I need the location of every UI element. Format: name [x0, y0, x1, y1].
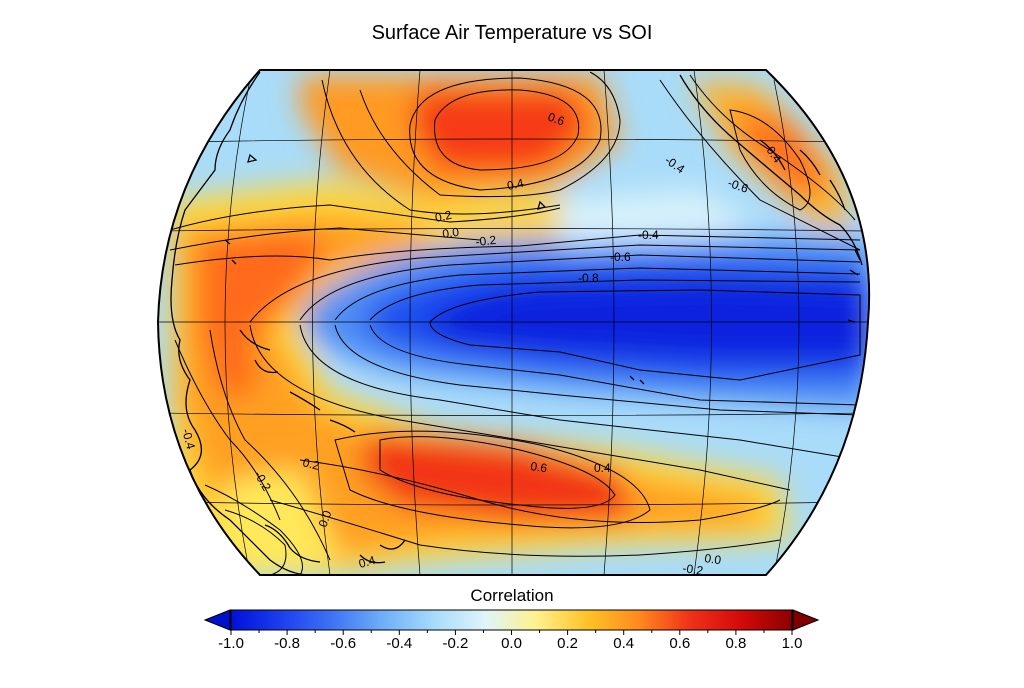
colorbar-tick-label: 0.8 — [725, 635, 746, 652]
contour-label: -0.2 — [682, 561, 705, 578]
coastlines — [170, 71, 863, 575]
graticule — [158, 70, 870, 575]
colorbar-bar — [230, 609, 793, 631]
contour-label: 0.0 — [316, 508, 335, 529]
contour-label: 0.4 — [506, 176, 526, 193]
contour-label: -0.8 — [578, 271, 599, 285]
colorbar-tick-label: -0.6 — [330, 635, 356, 652]
chart-title: Surface Air Temperature vs SOI — [371, 22, 653, 44]
colorbar: -1.0 -0.8 -0.6 -0.4 -0.2 0.0 0.2 0.4 0.6 0.8 1.0 — [203, 609, 820, 652]
contour-label: -0.4 — [179, 427, 198, 451]
map-boundary — [156, 69, 871, 576]
colorbar-under-arrow — [203, 609, 231, 631]
colorbar-ticks: -1.0 -0.8 -0.6 -0.4 -0.2 0.0 0.2 0.4 0.6 0.8 1.0 — [218, 630, 802, 652]
contour-label: 0.0 — [704, 551, 723, 567]
colorbar-tick-label: -0.2 — [442, 635, 468, 652]
contour-label: 0.6 — [530, 459, 549, 475]
colorbar-tick-label: 1.0 — [782, 635, 803, 652]
colorbar-tick-label: -0.4 — [386, 635, 412, 652]
correlation-field — [170, 75, 870, 575]
colorbar-title: Correlation — [470, 586, 554, 605]
contour-label: 0.4 — [594, 461, 611, 475]
contour-label: 0.4 — [357, 553, 377, 571]
colorbar-tick-label: 0.2 — [557, 635, 578, 652]
colorbar-tick-label: -1.0 — [218, 635, 244, 652]
contour-label: 0.2 — [301, 455, 321, 473]
colorbar-tick-label: 0.6 — [669, 635, 690, 652]
contour-lines — [169, 71, 861, 575]
colorbar-tick-label: 0.4 — [613, 635, 634, 652]
contour-label: -0.6 — [726, 176, 751, 196]
colorbar-tick-label: -0.8 — [274, 635, 300, 652]
contour-label: -0.2 — [475, 233, 497, 249]
correlation-map: 0.6 0.4 0.2 0.0 -0.2 -0.4 -0.6 -0.8 -0.4… — [156, 69, 871, 578]
contour-label: 0.6 — [546, 110, 567, 129]
contour-label: -0.6 — [610, 250, 631, 264]
colorbar-tick-label: 0.0 — [501, 635, 522, 652]
contour-label: -0.4 — [638, 228, 659, 242]
contour-label: 0.2 — [434, 208, 454, 225]
contour-label: 0.0 — [441, 225, 460, 241]
colorbar-over-arrow — [792, 609, 820, 631]
